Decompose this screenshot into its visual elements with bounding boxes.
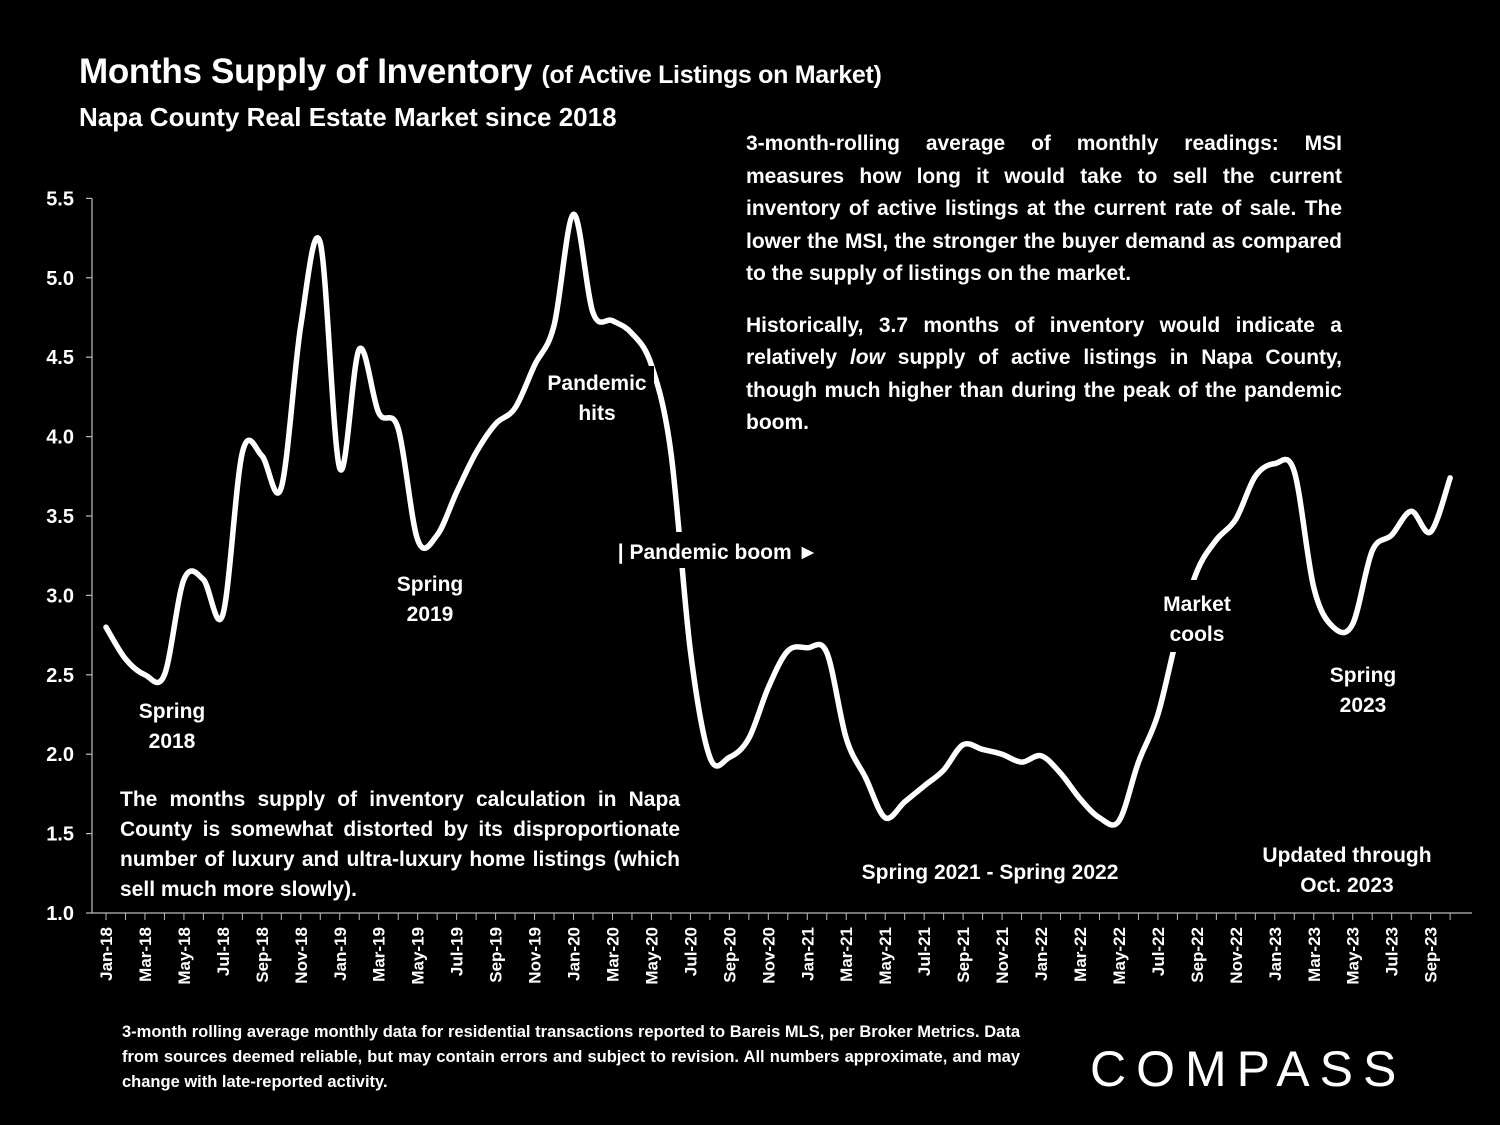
msi-historical-text-a: Historically, 3.7 months of inventory wo… (746, 313, 1342, 370)
source-footnote: 3-month rolling average monthly data for… (122, 1023, 1020, 1091)
pandemic-hits-mask (540, 366, 654, 432)
x-tick-label: Sep-23 (1422, 927, 1441, 983)
annotation-spring-2019: Spring 2019 (397, 573, 464, 626)
chart-title-main: Months Supply of Inventory (79, 52, 533, 91)
x-tick-label: Jan-19 (331, 927, 350, 981)
y-tick-label: 3.0 (46, 585, 74, 607)
x-tick-label: Nov-18 (292, 927, 311, 984)
chart-subtitle: Napa County Real Estate Market since 201… (79, 102, 617, 132)
x-tick-label: Mar-20 (603, 927, 622, 982)
x-tick-label: May-19 (409, 927, 428, 985)
luxury-distortion-text: The months supply of inventory calculati… (120, 788, 680, 901)
x-tick-label: Nov-22 (1227, 927, 1246, 984)
x-tick-label: Sep-21 (954, 927, 973, 983)
y-tick-label: 5.0 (46, 268, 74, 290)
y-tick-label: 2.5 (46, 665, 74, 687)
x-tick-label: Mar-19 (370, 927, 389, 982)
x-tick-label: Mar-18 (136, 927, 155, 982)
msi-definition-text: 3-month-rolling average of monthly readi… (746, 132, 1342, 285)
compass-logo: COMPASS (1090, 1041, 1407, 1097)
x-tick-label: Jul-22 (1149, 927, 1168, 976)
luxury-distortion-note: The months supply of inventory calculati… (120, 785, 680, 905)
x-tick-label: May-18 (175, 927, 194, 985)
annotation-spring-2023: Spring 2023 (1330, 664, 1397, 717)
y-tick-label: 1.0 (46, 903, 74, 925)
annotation-market-cools: Market cools (1163, 593, 1231, 646)
x-tick-label: Jul-19 (448, 927, 467, 976)
msi-explanation-note: 3-month-rolling average of monthly readi… (746, 128, 1342, 440)
x-tick-label: Mar-23 (1305, 927, 1324, 982)
y-tick-label: 5.5 (46, 188, 74, 210)
annotation-pandemic-boom: | Pandemic boom ► (618, 541, 819, 564)
x-tick-label: Jul-20 (681, 927, 700, 976)
y-tick-label: 4.5 (46, 347, 74, 369)
msi-historical-text: Historically, 3.7 months of inventory wo… (746, 310, 1342, 440)
x-tick-label: Jul-23 (1383, 927, 1402, 976)
x-tick-label: Mar-22 (1071, 927, 1090, 982)
annotation-updated-through: Updated through Oct. 2023 (1262, 844, 1431, 897)
spring-2019-mask (357, 565, 503, 631)
x-tick-label: Nov-20 (759, 927, 778, 984)
left-note-mask (110, 785, 690, 905)
x-tick-label: May-21 (876, 927, 895, 985)
msi-series-line (103, 211, 1453, 828)
x-tick-label: Mar-21 (837, 927, 856, 982)
market-cools-mask (1150, 580, 1244, 652)
x-tick-label: Nov-19 (526, 927, 545, 984)
series-layer (103, 211, 1453, 828)
x-tick-label: Jan-22 (1032, 927, 1051, 981)
x-tick-label: May-20 (642, 927, 661, 985)
x-tick-label: Sep-20 (720, 927, 739, 983)
x-tick-label: Sep-18 (253, 927, 272, 983)
annotation-layer: Spring 2018 Spring 2019 Pandemic hits | Pandem… (139, 372, 1432, 897)
annotation-pandemic-hits: Pandemic hits (547, 372, 647, 425)
y-tick-label: 4.0 (46, 427, 74, 449)
chart-title: Months Supply of Inventory (of Active Li… (79, 52, 882, 92)
x-tick-label: Jan-21 (798, 927, 817, 981)
y-tick-label: 1.5 (46, 824, 74, 846)
x-tick-label: Jan-18 (97, 927, 116, 981)
x-tick-label: Jul-21 (915, 927, 934, 976)
x-tick-label: Jan-23 (1266, 927, 1285, 981)
annotation-spring-2018: Spring 2018 (139, 700, 206, 753)
x-tick-label: Jul-18 (214, 927, 233, 976)
x-tick-label: May-23 (1344, 927, 1363, 985)
msi-historical-text-em: low (849, 346, 885, 369)
annotation-masks (110, 125, 1352, 905)
x-tick-label: Jan-20 (565, 927, 584, 981)
pandemic-boom-mask (606, 532, 832, 568)
annotation-spring-2021-2022: Spring 2021 - Spring 2022 (862, 861, 1119, 884)
y-tick-label: 2.0 (46, 744, 74, 766)
y-tick-label: 3.5 (46, 506, 74, 528)
chart-axes: 1.0 1.5 2.0 2.5 3.0 3.5 4.0 4.5 5.0 5.5 Jan-18 Mar-… (46, 188, 1472, 985)
top-note-mask (736, 125, 1352, 443)
msi-historical-text-b: supply of active listings in Napa County… (746, 346, 1342, 434)
x-tick-label: May-22 (1110, 927, 1129, 985)
x-tick-label: Sep-19 (487, 927, 506, 983)
chart-title-paren: (of Active Listings on Market) (541, 61, 882, 89)
x-tick-label: Nov-21 (993, 927, 1012, 984)
x-tick-label: Sep-22 (1188, 927, 1207, 983)
